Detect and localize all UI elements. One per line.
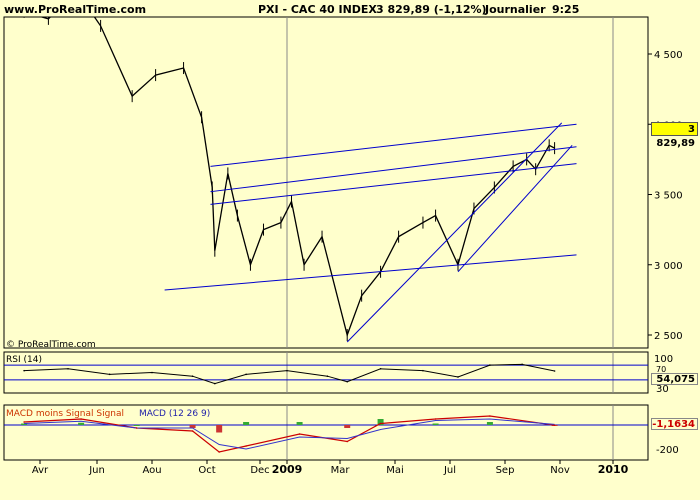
rsi-point-4 bbox=[191, 375, 194, 378]
rsi-point-3 bbox=[151, 371, 153, 374]
x-tick-label-1: Jun bbox=[88, 465, 105, 476]
macd-hist-bar-4 bbox=[216, 425, 223, 433]
x-tick-label-4: Dec bbox=[250, 465, 269, 476]
macd-hist-bar-9 bbox=[432, 423, 439, 425]
macd-point-5 bbox=[245, 445, 247, 447]
y-tick-label-4: 2 500 bbox=[654, 331, 683, 342]
macd-panel-frame bbox=[3, 404, 649, 461]
x-tick-label-9: Sep bbox=[496, 465, 515, 476]
macd-hist-bar-3 bbox=[189, 425, 196, 428]
macd-point-0 bbox=[23, 421, 25, 423]
rsi-level-100: 100 bbox=[654, 354, 674, 365]
main-panel-frame bbox=[3, 16, 649, 349]
macd-point-8 bbox=[379, 422, 382, 425]
x-tick-label-0: Avr bbox=[32, 465, 49, 476]
time-label: 9:25 bbox=[552, 3, 580, 16]
y-tick-label-3: 3 000 bbox=[654, 261, 683, 272]
rsi-level-70: 70 bbox=[656, 365, 667, 374]
macd-hist-bar-6 bbox=[296, 422, 303, 425]
period-label: Journalier bbox=[485, 3, 546, 16]
macd-hist-bar-8 bbox=[377, 419, 384, 425]
macd-level-minus-200: -200 bbox=[656, 445, 679, 456]
macd-point-2 bbox=[135, 427, 138, 429]
rsi-point-11 bbox=[422, 369, 424, 372]
macd-point-10 bbox=[489, 415, 491, 417]
macd-hist-bar-5 bbox=[243, 422, 250, 425]
macd-hist-bar-7 bbox=[344, 425, 351, 428]
last-price-label: 3 829,89 (-1,12%) bbox=[376, 3, 487, 16]
macd-point-9 bbox=[434, 418, 437, 420]
y-tick-label-0: 4 500 bbox=[654, 50, 683, 61]
rsi-point-15 bbox=[553, 370, 556, 372]
trendline-1 bbox=[210, 146, 577, 193]
rsi-point-13 bbox=[489, 364, 491, 366]
trendline-5 bbox=[457, 144, 573, 273]
macd-title-left: MACD moins Signal Signal bbox=[6, 409, 125, 419]
x-tick-label-2: Aou bbox=[142, 465, 161, 476]
rsi-point-5 bbox=[214, 382, 216, 385]
x-tick-label-6: Mar bbox=[331, 465, 351, 476]
macd-signal-line bbox=[24, 418, 555, 450]
rsi-series-line bbox=[24, 363, 555, 385]
price-series-line bbox=[39, 17, 555, 338]
macd-hist-bar-2 bbox=[133, 425, 140, 426]
rsi-title: RSI (14) bbox=[6, 355, 42, 365]
rsi-point-0 bbox=[23, 369, 25, 372]
rsi-point-2 bbox=[108, 373, 111, 376]
current-price-tag: 3 829,89 bbox=[651, 122, 698, 149]
macd-point-1 bbox=[80, 418, 82, 420]
trendline-0 bbox=[210, 123, 577, 167]
x-tick-label-3: Oct bbox=[198, 465, 215, 476]
rsi-level-30: 30 bbox=[656, 384, 669, 395]
rsi-point-6 bbox=[245, 373, 247, 376]
rsi-point-12 bbox=[457, 376, 459, 378]
macd-point-4 bbox=[218, 451, 220, 453]
x-tick-label-7: Mai bbox=[386, 465, 404, 476]
symbol-label: PXI - CAC 40 INDEX bbox=[258, 3, 377, 16]
trendline-4 bbox=[346, 122, 563, 343]
macd-hist-bar-10 bbox=[486, 422, 493, 425]
macd-hist-bar-0 bbox=[21, 423, 28, 425]
x-tick-label-8: Jul bbox=[443, 465, 456, 476]
rsi-point-7 bbox=[286, 369, 288, 372]
x-tick-label-11: 2010 bbox=[598, 463, 629, 476]
macd-title-right: MACD (12 26 9) bbox=[139, 409, 211, 419]
macd-point-3 bbox=[191, 430, 194, 432]
rsi-point-10 bbox=[379, 368, 382, 370]
rsi-value-tag: 54,075 bbox=[651, 373, 698, 385]
rsi-point-1 bbox=[67, 368, 69, 370]
rsi-point-14 bbox=[521, 363, 523, 366]
macd-hist-bar-1 bbox=[78, 422, 85, 425]
trendline-3 bbox=[164, 254, 577, 291]
macd-point-11 bbox=[553, 424, 556, 426]
macd-line bbox=[24, 415, 555, 453]
x-tick-label-10: Nov bbox=[550, 465, 570, 476]
watermark: © ProRealTime.com bbox=[6, 340, 96, 350]
brand-label[interactable]: www.ProRealTime.com bbox=[4, 3, 147, 16]
macd-value-tag: -1,1634 bbox=[651, 418, 698, 430]
macd-point-6 bbox=[298, 433, 301, 435]
rsi-panel-frame bbox=[3, 351, 649, 394]
x-tick-label-5: 2009 bbox=[272, 463, 303, 476]
rsi-point-8 bbox=[326, 375, 329, 378]
y-tick-label-2: 3 500 bbox=[654, 191, 683, 202]
rsi-point-9 bbox=[346, 380, 349, 383]
macd-point-7 bbox=[346, 440, 349, 443]
